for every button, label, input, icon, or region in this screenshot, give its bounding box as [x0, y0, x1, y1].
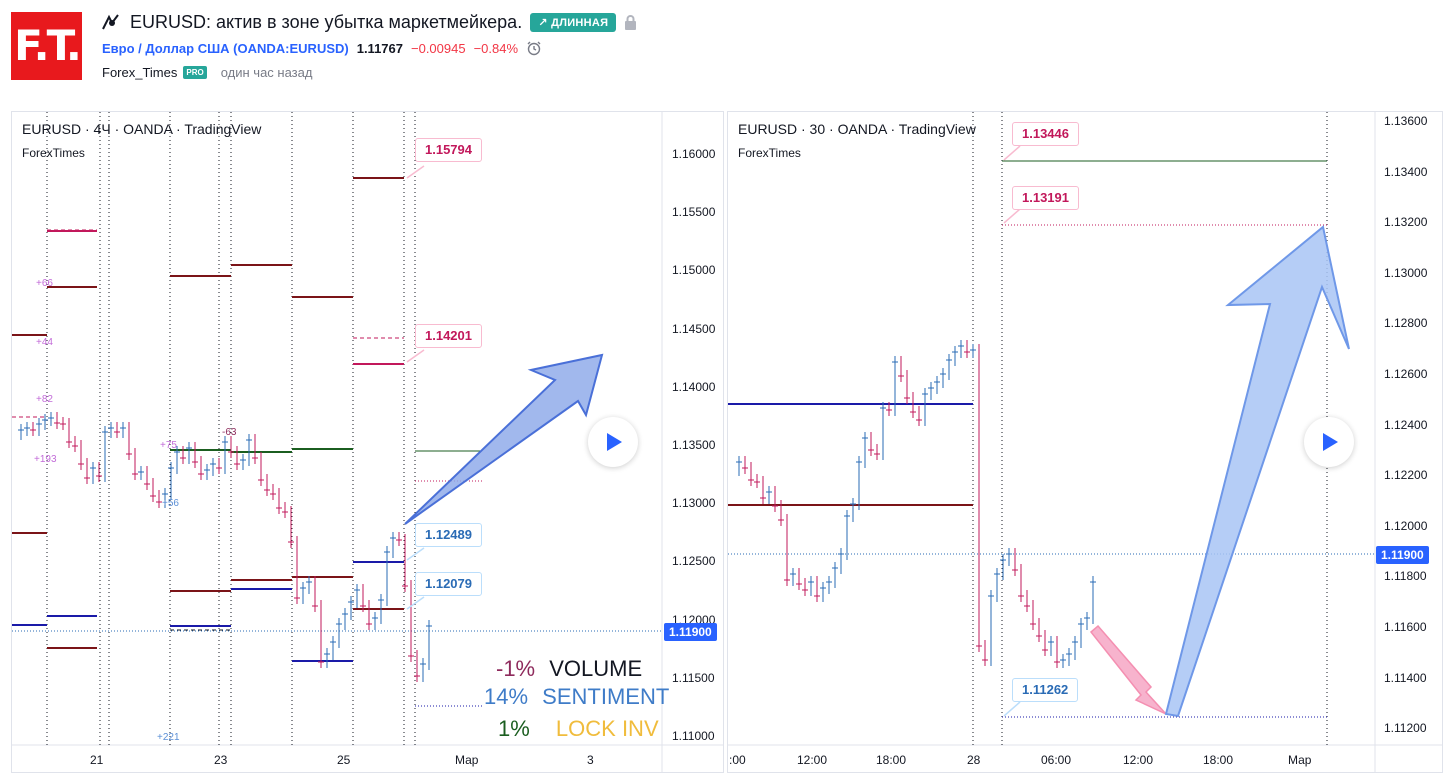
time-label: 25: [337, 753, 351, 767]
time-label: 23: [214, 753, 228, 767]
time-label: 3: [587, 753, 594, 767]
price-label: 1.13600: [1384, 114, 1428, 128]
idea-icon: [102, 14, 119, 30]
annotation: +221: [157, 732, 180, 743]
annotation: +82: [36, 394, 53, 405]
price-label: 1.12000: [1384, 518, 1428, 533]
time-label: 12:00: [1123, 753, 1154, 767]
forecast-arrow: [1164, 225, 1350, 718]
price-label: 1.13200: [1384, 215, 1428, 230]
time-label: Мар: [455, 753, 479, 767]
author-name[interactable]: Forex_Times: [102, 64, 178, 80]
pullback-arrow: [1089, 624, 1167, 715]
right-chart-pane[interactable]: EURUSD · 30 · OANDA · TradingView ForexT…: [727, 111, 1443, 773]
stat-lockinv-pct: 1%: [498, 716, 530, 741]
time-label: 21: [90, 753, 104, 767]
left-chart-canvas[interactable]: +66 +44 +82 +75 -63 +193 +56 +221: [12, 112, 724, 773]
callout-label: 1.15794: [415, 138, 482, 162]
author-row: Forex_Times PRO один час назад: [102, 64, 312, 80]
symbol-row: Евро / Доллар США (OANDA:EURUSD) 1.11767…: [102, 40, 544, 56]
play-button[interactable]: [1304, 417, 1354, 467]
price-label: 1.14500: [672, 321, 716, 336]
direction-badge: ↗ ДЛИННАЯ: [530, 12, 617, 32]
forecast-arrow: [404, 353, 604, 525]
right-candles: [736, 340, 1096, 668]
callout-label: 1.13446: [1012, 122, 1079, 146]
price-label: 1.16000: [672, 147, 716, 161]
annotation: +44: [36, 337, 53, 348]
price-label: 1.11000: [672, 729, 715, 743]
last-price: 1.11767: [356, 40, 403, 56]
chart-author: ForexTimes: [738, 146, 801, 160]
price-label: 1.13500: [672, 438, 716, 452]
current-price-tag: 1.11900: [664, 623, 717, 641]
idea-title: EURUSD: актив в зоне убытка маркетмейкер…: [130, 11, 523, 32]
stat-lockinv: 1% LOCK INV: [498, 716, 659, 742]
price-label: 1.11200: [1384, 721, 1427, 736]
annotation: +66: [36, 278, 53, 289]
stat-lockinv-label: LOCK INV: [555, 716, 659, 741]
time-label: 12:00: [797, 753, 828, 767]
annotation: -63: [222, 427, 237, 438]
price-label: 1.11800: [1384, 569, 1427, 584]
callout-label: 1.12489: [415, 523, 482, 547]
time-label: 06:00: [1041, 753, 1072, 767]
price-label: 1.12500: [672, 554, 716, 569]
annotation: +193: [34, 454, 57, 465]
price-label: 1.11600: [1384, 620, 1427, 634]
price-label: 1.13000: [1384, 265, 1428, 280]
chart-title: EURUSD · 30 · OANDA · TradingView: [738, 121, 976, 137]
price-label: 1.13400: [1384, 164, 1428, 179]
annotation: +75: [160, 440, 177, 451]
time-label: :00: [729, 753, 746, 767]
title-row: EURUSD: актив в зоне убытка маркетмейкер…: [100, 10, 637, 34]
price-label: 1.12200: [1384, 468, 1428, 483]
right-chart-canvas[interactable]: [728, 112, 1443, 773]
callout-label: 1.13191: [1012, 186, 1079, 210]
chart-author: ForexTimes: [22, 146, 85, 160]
stat-volume-label: VOLUME: [549, 656, 643, 681]
stat-volume-pct: -1%: [496, 656, 536, 681]
left-chart-pane[interactable]: +66 +44 +82 +75 -63 +193 +56 +221 EURUSD…: [11, 111, 724, 773]
price-label: 1.11500: [672, 670, 715, 685]
symbol-link[interactable]: Евро / Доллар США (OANDA:EURUSD): [102, 40, 349, 56]
time-label: Мар: [1288, 753, 1312, 767]
idea-header: F.T. EURUSD: актив в зоне убытка маркетм…: [0, 0, 1449, 100]
current-price-tag: 1.11900: [1376, 546, 1429, 564]
lock-icon: [625, 14, 637, 30]
time-label: 18:00: [1203, 753, 1234, 767]
pro-badge: PRO: [183, 65, 207, 79]
stat-sentiment-label: SENTIMENT: [542, 684, 670, 709]
callout-label: 1.11262: [1012, 678, 1079, 702]
price-label: 1.15000: [672, 263, 716, 278]
price-label: 1.12600: [1384, 367, 1428, 381]
price-label: 1.12400: [1384, 417, 1428, 432]
callout-label: 1.14201: [415, 324, 482, 348]
left-candles: [18, 412, 432, 682]
price-label: 1.11400: [1384, 670, 1427, 685]
price-label: 1.12800: [1384, 316, 1428, 331]
alarm-clock-icon[interactable]: [526, 40, 544, 56]
callout-label: 1.12079: [415, 572, 482, 596]
chart-title: EURUSD · 4Ч · OANDA · TradingView: [22, 121, 262, 137]
annotation: +56: [162, 498, 179, 509]
forex-times-logo[interactable]: F.T.: [11, 12, 82, 80]
price-change: −0.00945: [411, 40, 466, 56]
stat-sentiment-pct: 14%: [484, 684, 529, 709]
price-label: 1.15500: [672, 205, 716, 220]
time-label: 28: [967, 753, 981, 767]
play-button[interactable]: [588, 417, 638, 467]
stat-volume: -1% VOLUME: [496, 656, 642, 682]
price-label: 1.14000: [672, 379, 716, 394]
time-label: 18:00: [876, 753, 907, 767]
stat-sentiment: 14% SENTIMENT: [484, 684, 669, 710]
price-label: 1.13000: [672, 496, 716, 511]
publish-time: один час назад: [220, 64, 313, 80]
price-change-pct: −0.84%: [473, 40, 519, 56]
